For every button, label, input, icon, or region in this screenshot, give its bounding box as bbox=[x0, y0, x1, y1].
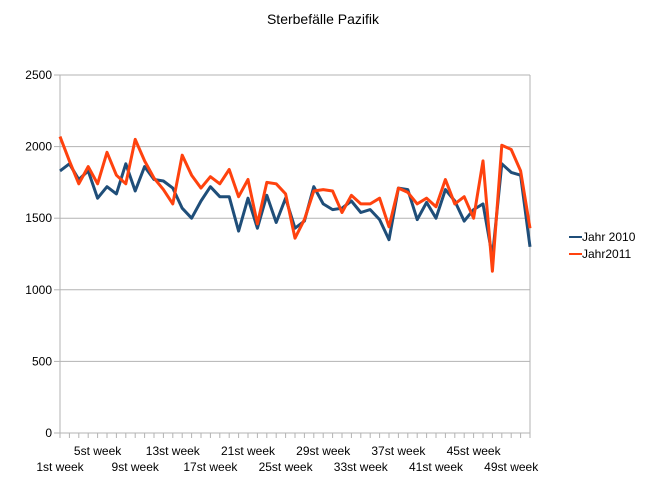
x-tick-label: 9st week bbox=[112, 460, 160, 474]
x-tick-label: 37st week bbox=[371, 444, 426, 458]
x-tick-label: 33st week bbox=[334, 460, 389, 474]
gridlines bbox=[60, 74, 530, 362]
series-line-1 bbox=[58, 136, 532, 273]
x-tick-label: 25st week bbox=[259, 460, 314, 474]
x-axis: 1st week 5st week 9st week 13st week 17st we… bbox=[36, 432, 539, 474]
y-tick-label: 1500 bbox=[25, 211, 52, 225]
y-tick-label: 1000 bbox=[25, 283, 52, 297]
y-tick-label: 500 bbox=[32, 354, 52, 368]
legend-label: Jahr2011 bbox=[582, 247, 631, 261]
x-tick-label: 1st week bbox=[36, 460, 84, 474]
x-tick-label: 49st week bbox=[484, 460, 539, 474]
x-tick-label: 17st week bbox=[183, 460, 238, 474]
y-axis: 0 500 1000 1500 2000 2500 bbox=[25, 68, 531, 440]
x-tick-label: 45st week bbox=[447, 444, 502, 458]
x-tick-label: 5st week bbox=[74, 444, 122, 458]
chart-title: Sterbefälle Pazifik bbox=[267, 11, 380, 27]
x-tick-label: 13st week bbox=[146, 444, 201, 458]
legend-label: Jahr 2010 bbox=[582, 230, 636, 244]
x-tick-label: 21st week bbox=[221, 444, 276, 458]
x-tick-label: 41st week bbox=[409, 460, 464, 474]
series-line-0 bbox=[59, 162, 532, 259]
series-lines bbox=[58, 136, 532, 273]
y-tick-label: 2500 bbox=[25, 68, 52, 82]
y-tick-label: 0 bbox=[45, 426, 52, 440]
y-tick-label: 2000 bbox=[25, 140, 52, 154]
x-tick-label: 29st week bbox=[296, 444, 351, 458]
legend: Jahr 2010 Jahr2011 bbox=[569, 230, 636, 261]
